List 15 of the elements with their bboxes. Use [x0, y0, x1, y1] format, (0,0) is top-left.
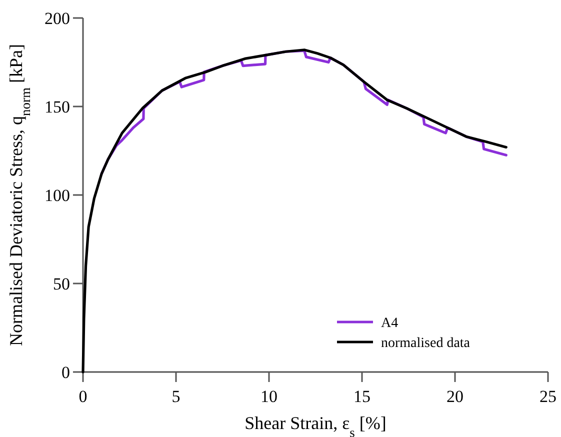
legend-label: normalised data: [381, 336, 471, 351]
y-tick-label: 150: [44, 98, 70, 116]
y-tick-label: 50: [53, 274, 70, 294]
x-tick-label: 5: [172, 387, 180, 406]
legend-label: A4: [381, 316, 398, 331]
y-tick-label: 100: [44, 186, 70, 205]
x-tick-label: 15: [354, 387, 370, 406]
x-axis-title: Shear Strain, ε$_{s}$ [%]: [244, 413, 386, 437]
x-tick-label: 0: [78, 387, 88, 406]
x-tick-label: 10: [260, 387, 278, 406]
y-tick-label: 0: [62, 363, 70, 382]
x-tick-label: 25: [540, 387, 556, 406]
x-tick-label: 20: [446, 387, 464, 406]
y-tick-label: 200: [44, 9, 70, 28]
line-series: [82, 48, 508, 374]
